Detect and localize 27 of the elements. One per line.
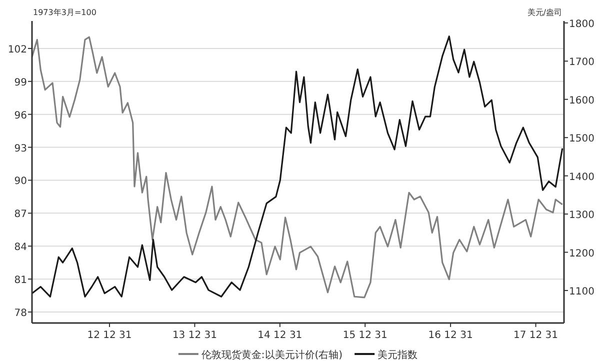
y2-axis-title: 美元/盎司 bbox=[527, 8, 562, 17]
x-tick-label: 13 12 31 bbox=[172, 330, 217, 341]
x-tick-label: 12 12 31 bbox=[87, 330, 132, 341]
y-tick-label: 78 bbox=[14, 308, 27, 320]
legend-label: 伦敦现货黄金:以美元计价(右轴) bbox=[201, 349, 343, 361]
y-tick-label: 81 bbox=[14, 275, 27, 286]
y2-tick-label: 1800 bbox=[569, 18, 594, 30]
y-tick-label: 96 bbox=[14, 110, 27, 122]
y-axis-title: 1973年3月=100 bbox=[33, 8, 96, 17]
x-tick-label: 17 12 31 bbox=[513, 330, 558, 341]
x-tick-label: 14 12 31 bbox=[258, 330, 302, 341]
y2-tick-label: 1500 bbox=[569, 134, 594, 145]
y-tick-label: 84 bbox=[14, 242, 27, 254]
y2-tick-label: 1700 bbox=[569, 57, 594, 68]
x-tick-label: 16 12 31 bbox=[428, 330, 473, 341]
y2-tick-label: 1300 bbox=[569, 210, 594, 222]
y2-tick-label: 1600 bbox=[569, 95, 594, 106]
y2-tick-label: 1400 bbox=[569, 172, 594, 183]
y-tick-label: 90 bbox=[14, 176, 27, 188]
y-tick-label: 93 bbox=[14, 143, 27, 154]
legend-label: 美元指数 bbox=[378, 349, 418, 361]
y-tick-label: 99 bbox=[14, 77, 27, 88]
x-tick-label: 15 12 31 bbox=[342, 330, 388, 341]
y-tick-label: 87 bbox=[14, 209, 27, 220]
y2-tick-label: 1100 bbox=[569, 286, 594, 298]
y-tick-label: 102 bbox=[8, 44, 27, 56]
y2-tick-label: 1200 bbox=[569, 248, 594, 260]
